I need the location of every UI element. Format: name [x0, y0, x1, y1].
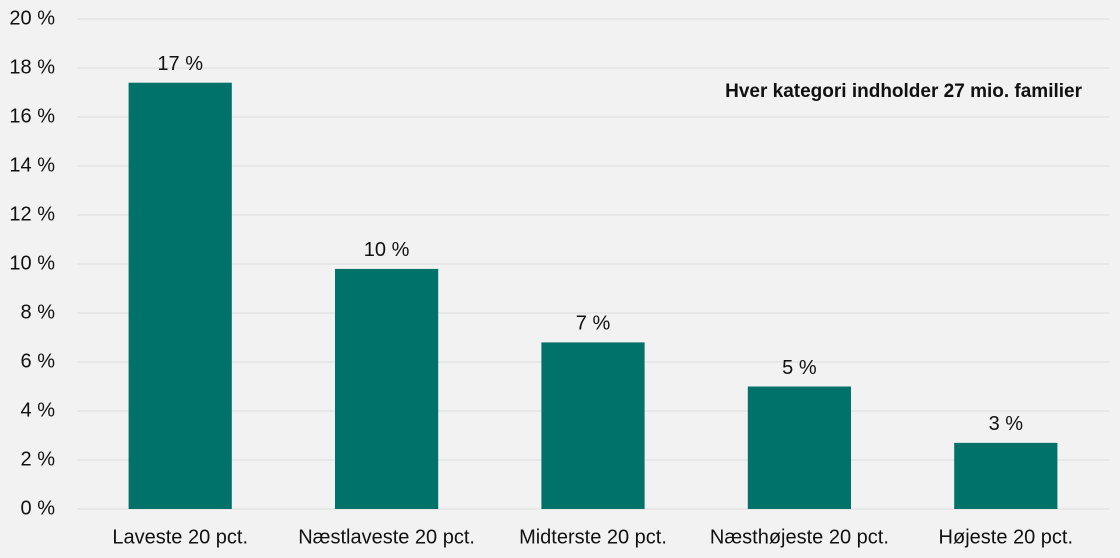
- value-label: 7 %: [576, 313, 611, 335]
- y-tick-label: 12 %: [9, 203, 55, 225]
- y-tick-label: 10 %: [9, 252, 55, 274]
- y-tick-label: 6 %: [21, 350, 56, 372]
- bar: [128, 82, 232, 509]
- x-tick-label: Midterste 20 pct.: [519, 526, 667, 548]
- bar: [541, 342, 645, 509]
- x-tick-label: Næstlaveste 20 pct.: [298, 526, 475, 548]
- value-label: 5 %: [782, 357, 817, 379]
- bar: [747, 386, 851, 509]
- bar: [954, 442, 1058, 509]
- y-tick-label: 8 %: [21, 301, 56, 323]
- value-label: 3 %: [989, 413, 1024, 435]
- x-tick-label: Næsthøjeste 20 pct.: [710, 526, 889, 548]
- y-tick-label: 14 %: [9, 154, 55, 176]
- bar: [335, 268, 439, 509]
- annotation: Hver kategori indholder 27 mio. familier: [725, 81, 1082, 102]
- x-tick-label: Højeste 20 pct.: [939, 526, 1074, 548]
- y-tick-label: 16 %: [9, 105, 55, 127]
- y-tick-label: 2 %: [21, 448, 56, 470]
- y-tick-label: 18 %: [9, 56, 55, 78]
- value-label: 10 %: [364, 239, 410, 261]
- y-tick-label: 4 %: [21, 399, 56, 421]
- y-tick-label: 20 %: [9, 7, 55, 29]
- x-tick-label: Laveste 20 pct.: [112, 526, 248, 548]
- y-tick-label: 0 %: [21, 497, 56, 519]
- value-label: 17 %: [157, 53, 203, 75]
